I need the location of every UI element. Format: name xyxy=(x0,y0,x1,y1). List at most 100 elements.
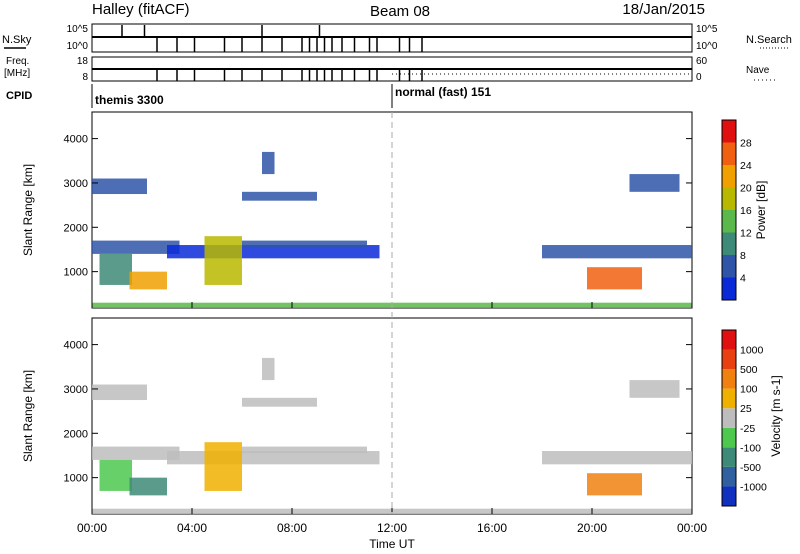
cpid-mode-1: themis 3300 xyxy=(95,93,164,107)
search-tick-low: 10^0 xyxy=(696,41,718,52)
velocity-region-0 xyxy=(92,384,147,401)
velocity-colorbar-tick-4: -25 xyxy=(740,423,755,435)
power-colorbar-swatch-1 xyxy=(722,255,736,278)
cpid-label: CPID xyxy=(6,90,32,102)
power-region-9 xyxy=(542,245,692,259)
velocity-colorbar-tick-3: 25 xyxy=(740,403,752,415)
power-colorbar-tick-0: 4 xyxy=(740,273,746,285)
power-colorbar-swatch-3 xyxy=(722,210,736,233)
velocity-ytick-label-3: 4000 xyxy=(64,340,88,352)
velocity-ytick-label-2: 3000 xyxy=(64,384,88,396)
velocity-region-3 xyxy=(129,477,167,496)
power-heatmap xyxy=(92,151,692,308)
velocity-y-label: Slant Range [km] xyxy=(21,370,35,462)
x-axis-label: Time UT xyxy=(369,537,415,551)
power-colorbar-swatch-5 xyxy=(722,165,736,188)
x-tick-label-0: 00:00 xyxy=(77,521,107,535)
velocity-region-5 xyxy=(204,442,242,491)
velocity-region-10 xyxy=(587,473,642,496)
velocity-colorbar-tick-5: -100 xyxy=(740,442,761,454)
velocity-colorbar-swatch-6 xyxy=(722,369,736,389)
velocity-colorbar-tick-2: 100 xyxy=(740,384,758,396)
nave-tick-high: 60 xyxy=(696,56,708,67)
freq-unit: [MHz] xyxy=(4,68,30,79)
velocity-colorbar-label: Velocity [m s-1] xyxy=(769,375,783,456)
velocity-y-axis: 1000 2000 3000 4000 xyxy=(64,340,693,514)
power-colorbar: 4 8 12 16 20 24 28 xyxy=(721,119,752,301)
power-region-10 xyxy=(587,267,642,290)
velocity-region-1 xyxy=(92,446,180,460)
station-title: Halley (fitACF) xyxy=(92,1,190,18)
x-tick-label-6: 00:00 xyxy=(677,521,707,535)
power-region-5 xyxy=(204,236,242,285)
power-colorbar-swatch-2 xyxy=(722,232,736,255)
power-ytick-label-2: 3000 xyxy=(64,178,88,190)
velocity-colorbar-swatch-5 xyxy=(722,388,736,409)
power-colorbar-swatch-7 xyxy=(722,120,736,143)
x-tick-label-4: 16:00 xyxy=(477,521,507,535)
power-colorbar-tick-3: 16 xyxy=(740,205,752,217)
freq-tick-high: 18 xyxy=(77,56,89,67)
velocity-colorbar-tick-6: -500 xyxy=(740,462,761,474)
sky-dips-group xyxy=(156,37,423,52)
velocity-colorbar-swatch-1 xyxy=(722,466,736,487)
power-colorbar-label: Power [dB] xyxy=(754,181,768,240)
x-axis: 00:00 04:00 08:00 12:00 16:00 20:00 00:00 xyxy=(77,521,707,535)
velocity-region-6 xyxy=(242,446,367,454)
power-region-1 xyxy=(92,240,180,254)
sky-tick-low: 10^0 xyxy=(67,41,89,52)
velocity-colorbar-swatch-7 xyxy=(722,349,736,370)
velocity-region-7 xyxy=(242,397,317,407)
date-title: 18/Jan/2015 xyxy=(622,1,705,18)
power-colorbar-tick-4: 20 xyxy=(740,183,752,195)
sky-label: N.Sky xyxy=(2,34,32,46)
freq-tick-low: 8 xyxy=(82,72,88,83)
velocity-colorbar-swatch-4 xyxy=(722,408,736,428)
search-tick-high: 10^5 xyxy=(696,24,718,35)
sky-spikes-group xyxy=(121,25,321,37)
velocity-ytick-label-0: 1000 xyxy=(64,473,88,485)
velocity-region-11 xyxy=(629,380,680,398)
velocity-colorbar-swatch-2 xyxy=(722,447,736,467)
velocity-colorbar-tick-1: 500 xyxy=(740,364,758,376)
velocity-colorbar-tick-0: 1000 xyxy=(740,345,764,357)
power-colorbar-tick-5: 24 xyxy=(740,160,752,172)
power-colorbar-tick-2: 12 xyxy=(740,228,752,240)
velocity-region-8 xyxy=(262,357,275,381)
power-region-11 xyxy=(629,174,680,192)
power-ytick-label-0: 1000 xyxy=(64,267,88,279)
velocity-colorbar-tick-7: -1000 xyxy=(740,481,767,493)
cpid-mode-2: normal (fast) 151 xyxy=(395,85,491,99)
power-colorbar-frame xyxy=(721,119,737,301)
x-tick-label-3: 12:00 xyxy=(377,521,407,535)
power-region-6 xyxy=(242,240,367,248)
x-tick-label-5: 20:00 xyxy=(577,521,607,535)
x-tick-label-1: 04:00 xyxy=(177,521,207,535)
power-region-7 xyxy=(242,191,317,201)
power-region-0 xyxy=(92,178,147,195)
nave-tick-low: 0 xyxy=(696,72,702,83)
sky-tick-high: 10^5 xyxy=(67,24,89,35)
power-region-3 xyxy=(129,271,167,290)
velocity-colorbar: 1000 500 100 25 -25 -100 -500 -1000 xyxy=(721,329,767,507)
power-colorbar-swatch-4 xyxy=(722,187,736,210)
velocity-colorbar-swatch-8 xyxy=(722,330,736,350)
power-region-8 xyxy=(262,151,275,175)
power-ytick-label-3: 4000 xyxy=(64,134,88,146)
freq-dips-group xyxy=(156,69,423,81)
power-colorbar-tick-6: 28 xyxy=(740,138,752,150)
velocity-ytick-label-1: 2000 xyxy=(64,428,88,440)
x-tick-label-2: 08:00 xyxy=(277,521,307,535)
power-y-label: Slant Range [km] xyxy=(21,164,35,256)
power-colorbar-swatch-6 xyxy=(722,142,736,165)
velocity-colorbar-frame xyxy=(721,329,737,507)
search-label: N.Search xyxy=(746,34,792,46)
power-y-axis: 1000 2000 3000 4000 xyxy=(64,134,693,308)
nave-label: Nave xyxy=(746,65,770,76)
power-colorbar-tick-1: 8 xyxy=(740,250,746,262)
velocity-colorbar-swatch-0 xyxy=(722,486,736,506)
freq-label: Freq. xyxy=(6,56,29,67)
beam-title: Beam 08 xyxy=(370,3,430,20)
power-ytick-label-1: 2000 xyxy=(64,222,88,234)
